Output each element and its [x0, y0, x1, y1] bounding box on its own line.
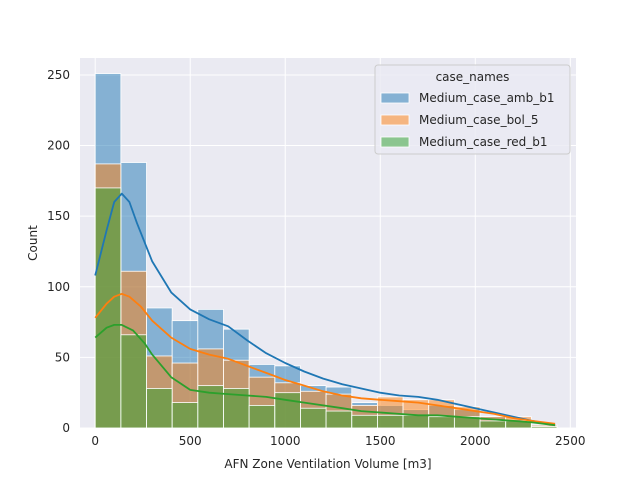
- histogram-bar: [248, 405, 276, 429]
- histogram-bar: [530, 426, 558, 429]
- legend-label: Medium_case_bol_5: [419, 113, 539, 127]
- histogram-bar: [120, 334, 147, 429]
- y-tick-label: 100: [47, 280, 70, 294]
- kde-line-Medium_case_bol_5: [94, 292, 556, 425]
- x-tick-label: 0: [91, 434, 99, 448]
- legend-swatch: [380, 136, 410, 148]
- x-axis-label: AFN Zone Ventilation Volume [m3]: [224, 457, 431, 471]
- y-tick-label: 250: [47, 68, 70, 82]
- histogram-bar: [146, 388, 173, 429]
- x-tick-label: 2000: [460, 434, 491, 448]
- legend-swatch: [380, 92, 410, 104]
- histogram-bar: [402, 414, 430, 429]
- x-tick-label: 500: [179, 434, 202, 448]
- x-tick-label: 1000: [270, 434, 301, 448]
- legend-label: Medium_case_amb_b1: [419, 91, 554, 105]
- histogram-bar: [479, 420, 507, 429]
- legend-label: Medium_case_red_b1: [419, 135, 548, 149]
- x-tick-label: 1500: [365, 434, 396, 448]
- x-tick-label: 2500: [555, 434, 586, 448]
- histogram-bar: [171, 402, 199, 429]
- y-tick-label: 150: [47, 209, 70, 223]
- histogram-bar: [377, 414, 404, 429]
- y-axis-ticks: 0 50 100 150 200 250: [47, 68, 70, 435]
- legend-swatch: [380, 114, 410, 126]
- y-tick-label: 50: [55, 350, 70, 364]
- x-axis-ticks: 0 500 1000 1500 2000 2500: [91, 434, 585, 448]
- legend-title: case_names: [436, 70, 510, 84]
- legend-box: [374, 64, 571, 155]
- y-axis-label: Count: [26, 225, 40, 261]
- legend: case_names Medium_case_amb_b1Medium_case…: [374, 64, 571, 155]
- y-tick-label: 200: [47, 139, 70, 153]
- kde-line-Medium_case_red_b1: [94, 324, 556, 427]
- histogram-bar: [325, 410, 353, 429]
- histogram-bar: [300, 407, 327, 429]
- kde-line-Medium_case_amb_b1: [94, 192, 556, 427]
- histogram-bar: [428, 416, 455, 429]
- histogram-bar: [351, 414, 378, 429]
- kde-curves: [94, 192, 556, 427]
- bars-Medium_case_red_b1: [94, 187, 558, 429]
- legend-items: Medium_case_amb_b1 Medium_case_bol_5 Mediu…: [380, 91, 554, 149]
- y-tick-label: 0: [62, 421, 70, 435]
